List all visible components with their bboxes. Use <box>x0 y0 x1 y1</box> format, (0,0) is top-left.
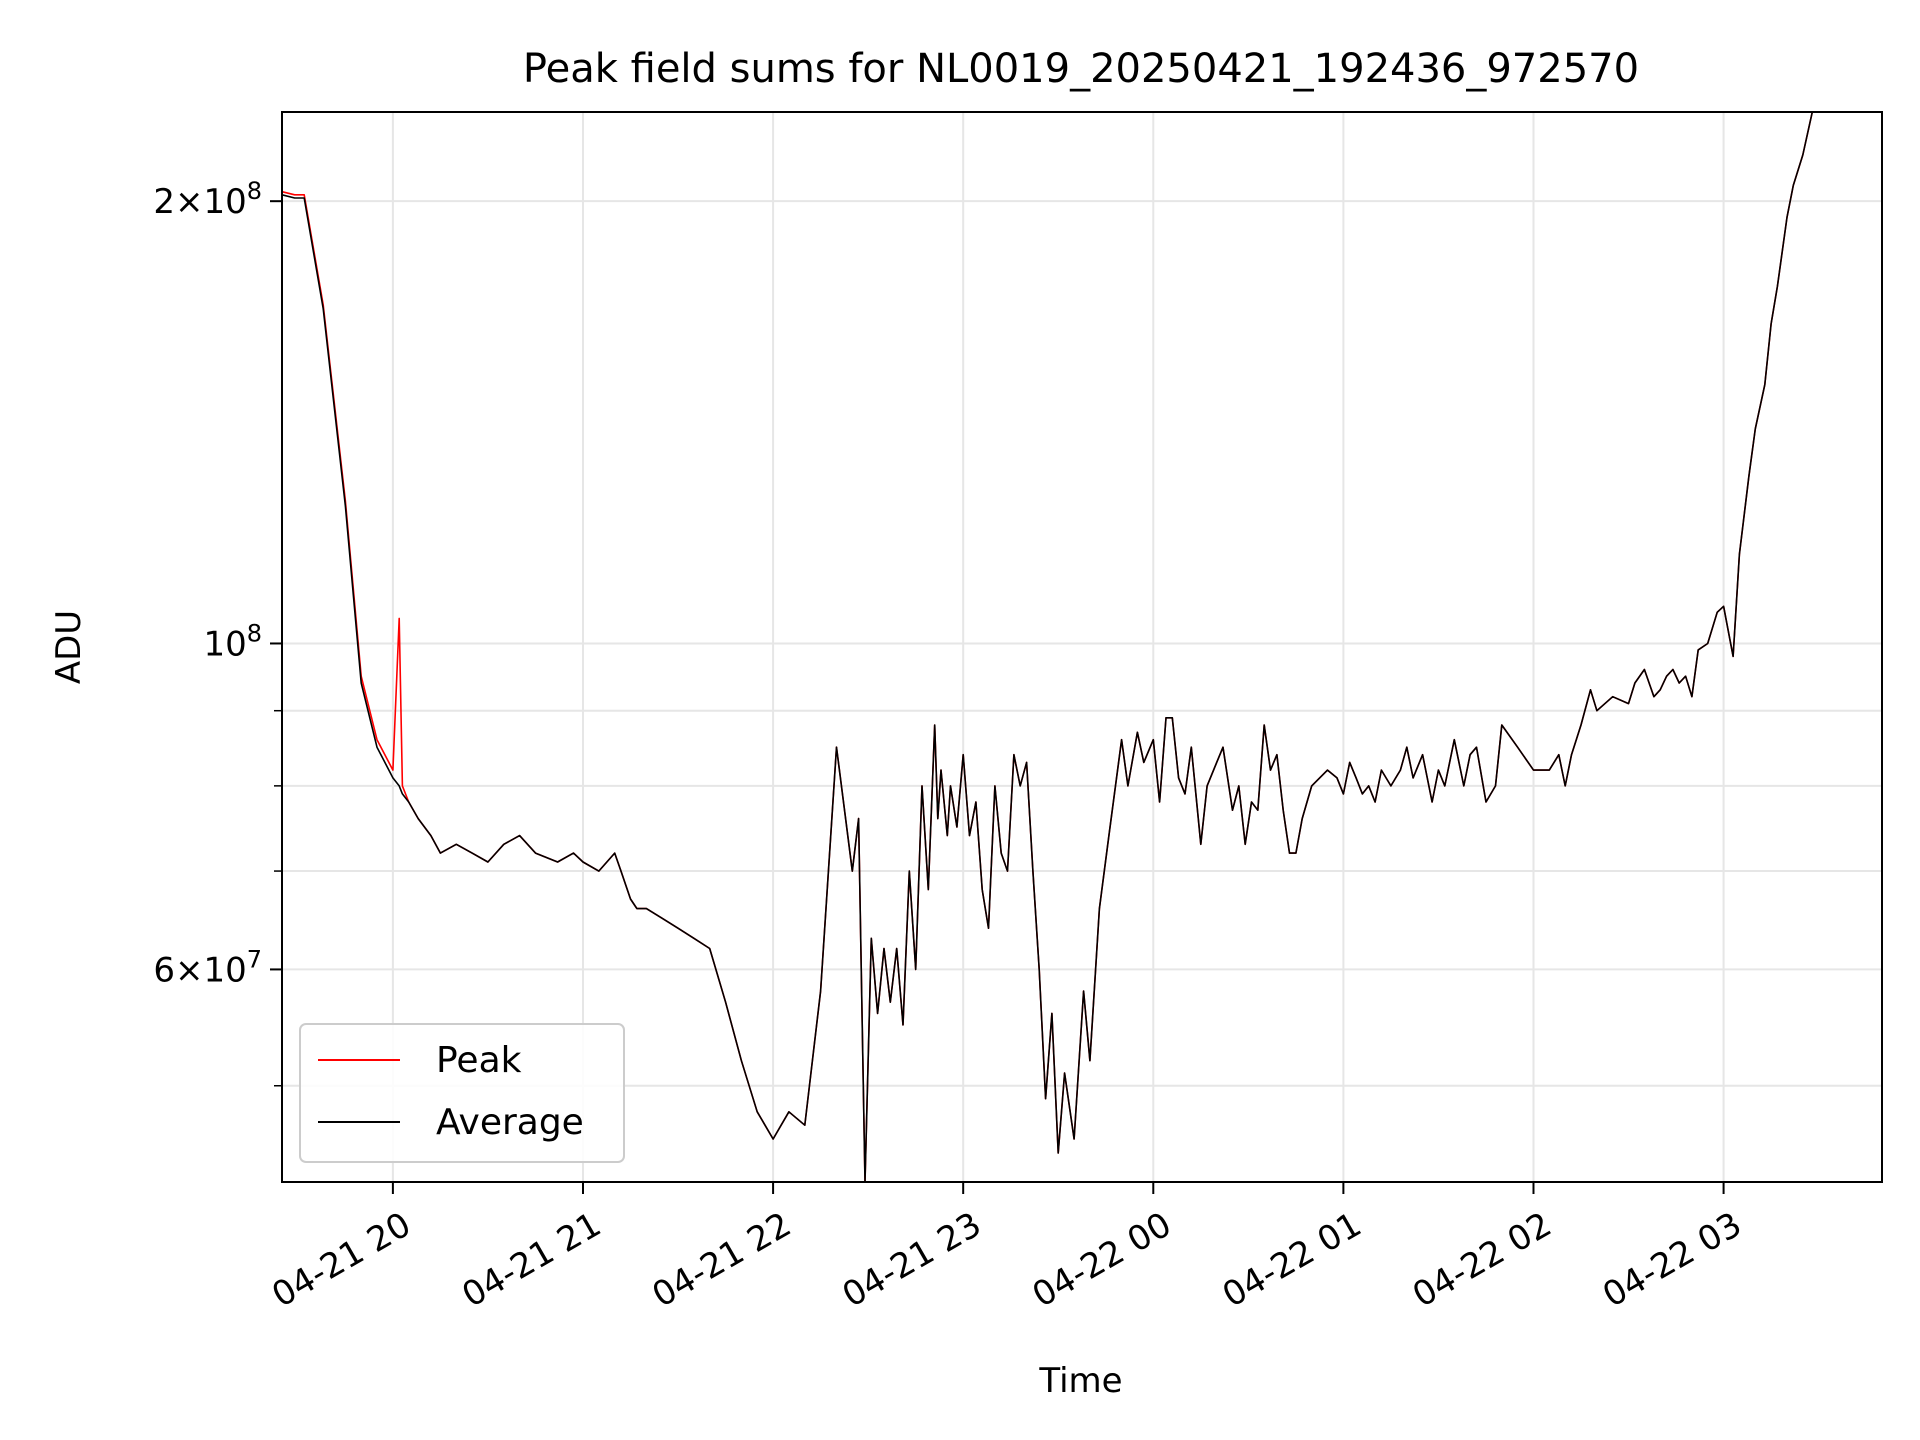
series-line-average <box>281 111 1814 1183</box>
series-layer <box>281 111 1814 1183</box>
legend-average-label: Average <box>436 1102 584 1143</box>
legend-box <box>299 1023 625 1163</box>
y-tick-label: 108 <box>203 619 262 664</box>
x-axis-ticks: 04-21 20 04-21 21 04-21 22 04-21 23 04-22 00… <box>265 1182 1748 1316</box>
x-axis-label: Time <box>1038 1361 1122 1401</box>
series-line-peak <box>281 111 1814 1183</box>
y-axis-label: ADU <box>49 610 89 684</box>
plot-frame <box>281 111 1883 1183</box>
x-tick-label: 04-21 20 <box>265 1205 417 1316</box>
x-tick-label: 04-21 22 <box>646 1205 798 1316</box>
x-tick-label: 04-22 03 <box>1596 1205 1748 1316</box>
x-tick-label: 04-22 02 <box>1406 1205 1558 1316</box>
y-tick-label: 2×108 <box>153 177 262 222</box>
chart-title: Peak field sums for NL0019_20250421_1924… <box>523 46 1639 92</box>
x-tick-label: 04-21 21 <box>455 1205 607 1316</box>
y-tick-label: 6×107 <box>153 945 262 990</box>
legend-peak-label: Peak <box>436 1040 522 1081</box>
grid-lines <box>282 112 1882 1182</box>
x-tick-label: 04-21 23 <box>836 1205 988 1316</box>
x-tick-label: 04-22 01 <box>1216 1205 1368 1316</box>
x-tick-label: 04-22 00 <box>1026 1205 1178 1316</box>
legend: Peak Average <box>299 1023 625 1163</box>
y-axis-ticks: 2×108 108 6×107 <box>153 177 282 1087</box>
